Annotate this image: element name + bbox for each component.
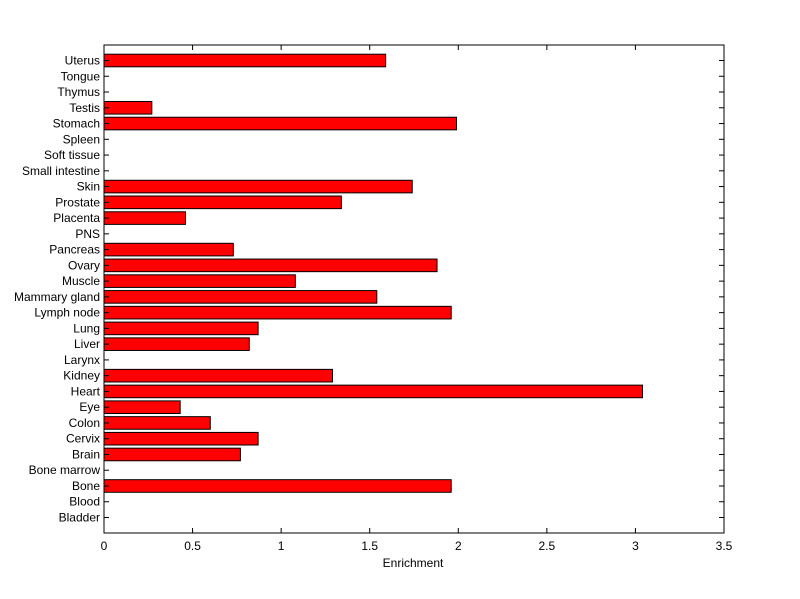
y-tick-label-testis: Testis xyxy=(69,101,100,115)
y-tick-label-eye: Eye xyxy=(79,400,100,414)
y-tick-label-bone: Bone xyxy=(72,479,100,493)
y-tick-label-colon: Colon xyxy=(69,416,100,430)
y-tick-label-uterus: Uterus xyxy=(65,54,100,68)
x-tick-label-4: 2 xyxy=(455,539,462,553)
bar-skin xyxy=(103,179,413,194)
y-tick-label-thymus: Thymus xyxy=(57,85,100,99)
x-tick-label-7: 3.5 xyxy=(716,539,733,553)
y-tick-label-heart: Heart xyxy=(71,384,101,398)
plot-frame xyxy=(103,44,725,534)
bar-liver xyxy=(103,337,250,351)
bar-mammary-gland xyxy=(103,290,378,304)
bar-lymph-node xyxy=(103,305,452,320)
x-tick-label-3: 1.5 xyxy=(361,539,378,553)
x-axis-title: Enrichment xyxy=(383,556,444,570)
bar-cervix xyxy=(103,431,259,446)
y-tick-label-kidney: Kidney xyxy=(63,369,100,383)
bar-brain xyxy=(103,447,241,462)
y-tick-label-mammary-gland: Mammary gland xyxy=(14,290,100,304)
y-tick-label-muscle: Muscle xyxy=(62,274,100,288)
bar-kidney xyxy=(103,368,334,383)
y-tick-label-blood: Blood xyxy=(69,495,100,509)
y-tick-label-bone-marrow: Bone marrow xyxy=(29,463,101,477)
y-tick-label-small-intestine: Small intestine xyxy=(22,164,100,178)
x-tick-label-5: 2.5 xyxy=(539,539,556,553)
x-tick-label-0: 0 xyxy=(101,539,108,553)
x-tick-label-1: 0.5 xyxy=(184,539,201,553)
y-tick-label-cervix: Cervix xyxy=(66,432,100,446)
y-tick-label-lung: Lung xyxy=(73,321,100,335)
bar-heart xyxy=(103,384,644,399)
y-tick-label-tongue: Tongue xyxy=(61,69,101,83)
bar-pancreas xyxy=(103,242,234,257)
y-tick-label-spleen: Spleen xyxy=(63,132,100,146)
y-tick-label-larynx: Larynx xyxy=(64,353,100,367)
y-tick-label-brain: Brain xyxy=(72,447,100,461)
x-tick-labels: 0 0.5 1 1.5 2 2.5 3 3.5 xyxy=(101,539,733,553)
y-tick-label-placenta: Placenta xyxy=(53,211,100,225)
bar-prostate xyxy=(103,195,342,210)
bar-ovary xyxy=(103,258,438,273)
y-tick-label-stomach: Stomach xyxy=(53,117,100,131)
y-tick-label-prostate: Prostate xyxy=(55,195,100,209)
y-tick-label-lymph-node: Lymph node xyxy=(34,306,100,320)
bar-eye xyxy=(103,400,181,414)
y-tick-label-bladder: Bladder xyxy=(59,511,100,525)
bar-colon xyxy=(103,416,211,430)
bar-placenta xyxy=(103,211,186,225)
bar-testis xyxy=(103,100,153,115)
y-tick-label-soft-tissue: Soft tissue xyxy=(44,148,100,162)
bar-stomach xyxy=(103,116,458,131)
y-tick-label-ovary: Ovary xyxy=(68,258,100,272)
bar-uterus xyxy=(103,53,387,68)
x-tick-label-2: 1 xyxy=(278,539,285,553)
bar-lung xyxy=(103,321,259,336)
y-tick-label-pancreas: Pancreas xyxy=(49,243,100,257)
bar-bone xyxy=(103,479,452,493)
bar-muscle xyxy=(103,274,296,288)
y-tick-label-skin: Skin xyxy=(77,180,100,194)
y-tick-label-liver: Liver xyxy=(74,337,100,351)
y-tick-label-pns: PNS xyxy=(75,227,100,241)
x-tick-label-6: 3 xyxy=(632,539,639,553)
